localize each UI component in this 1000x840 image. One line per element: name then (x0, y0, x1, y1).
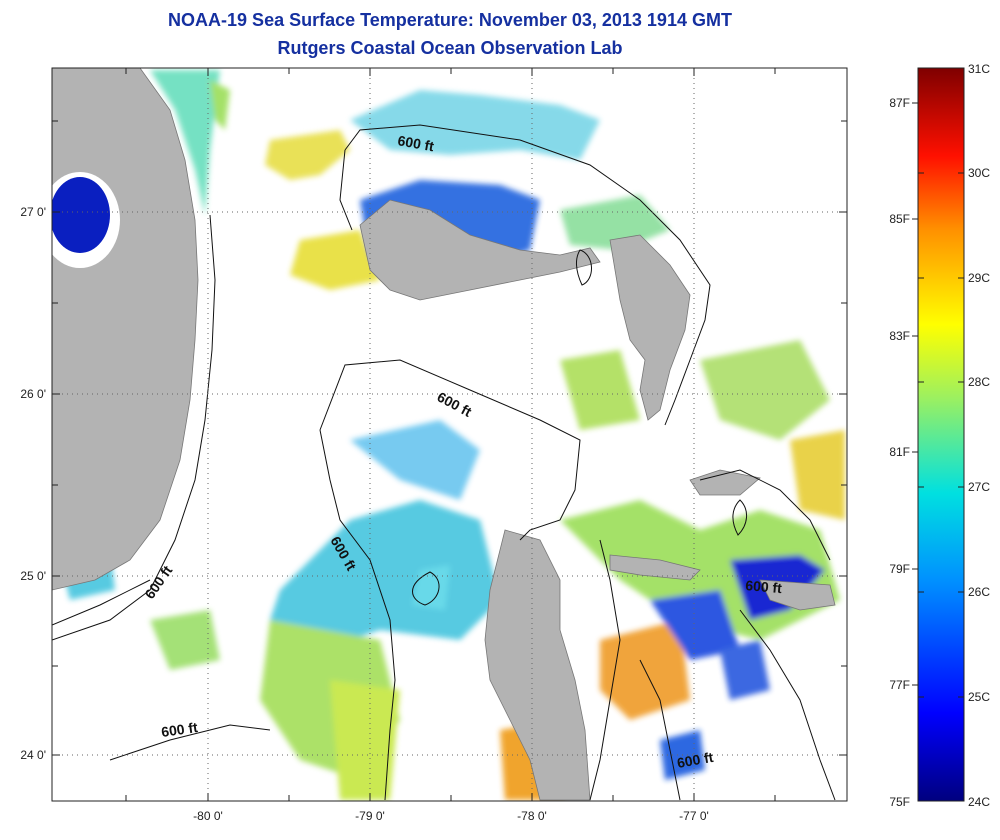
land (52, 68, 836, 801)
colorbar-celsius-label: 31C (968, 62, 990, 76)
x-tick-label: -77 0' (679, 809, 709, 823)
x-tick-label: -78 0' (517, 809, 547, 823)
colorbar-fahrenheit-label: 81F (889, 445, 910, 459)
colorbar-fahrenheit-label: 75F (889, 795, 910, 809)
x-tick-label: -80 0' (193, 809, 223, 823)
contour-label: 600 ft (676, 749, 715, 771)
colorbar-celsius-label: 26C (968, 585, 990, 599)
frame-ticks (52, 68, 847, 801)
colorbar-celsius-label: 30C (968, 166, 990, 180)
colorbar-fahrenheit-label: 77F (889, 678, 910, 692)
x-axis-labels: -80 0' -79 0' -78 0' -77 0' (193, 809, 709, 823)
colorbar-celsius-label: 25C (968, 690, 990, 704)
y-tick-label: 26 0' (20, 387, 46, 401)
contour-label: 600 ft (745, 577, 783, 596)
map-title: NOAA-19 Sea Surface Temperature: Novembe… (168, 10, 732, 30)
graticule (52, 68, 847, 801)
contour-label: 600 ft (396, 132, 435, 154)
y-tick-label: 24 0' (20, 748, 46, 762)
colorbar-celsius-label: 28C (968, 375, 990, 389)
map-frame (51, 67, 848, 802)
map-canvas: 600 ft 600 ft 600 ft 600 ft 600 ft 600 f… (52, 68, 847, 801)
colorbar-gradient (917, 67, 965, 802)
x-tick-label: -79 0' (355, 809, 385, 823)
colorbar: 31C 30C 29C 28C 27C 26C 25C 24C 87F 85F … (889, 62, 990, 809)
colorbar-celsius-label: 24C (968, 795, 990, 809)
map-subtitle: Rutgers Coastal Ocean Observation Lab (277, 38, 623, 58)
colorbar-fahrenheit-label: 83F (889, 329, 910, 343)
colorbar-celsius-label: 29C (968, 271, 990, 285)
contour-label: 600 ft (160, 719, 199, 740)
colorbar-celsius-label: 27C (968, 480, 990, 494)
y-axis-labels: 27 0' 26 0' 25 0' 24 0' (20, 205, 46, 762)
y-tick-label: 25 0' (20, 569, 46, 583)
colorbar-fahrenheit-label: 85F (889, 212, 910, 226)
colorbar-fahrenheit-label: 87F (889, 96, 910, 110)
colorbar-fahrenheit-label: 79F (889, 562, 910, 576)
depth-contours (52, 124, 836, 801)
lake-okeechobee (52, 172, 120, 268)
y-tick-label: 27 0' (20, 205, 46, 219)
